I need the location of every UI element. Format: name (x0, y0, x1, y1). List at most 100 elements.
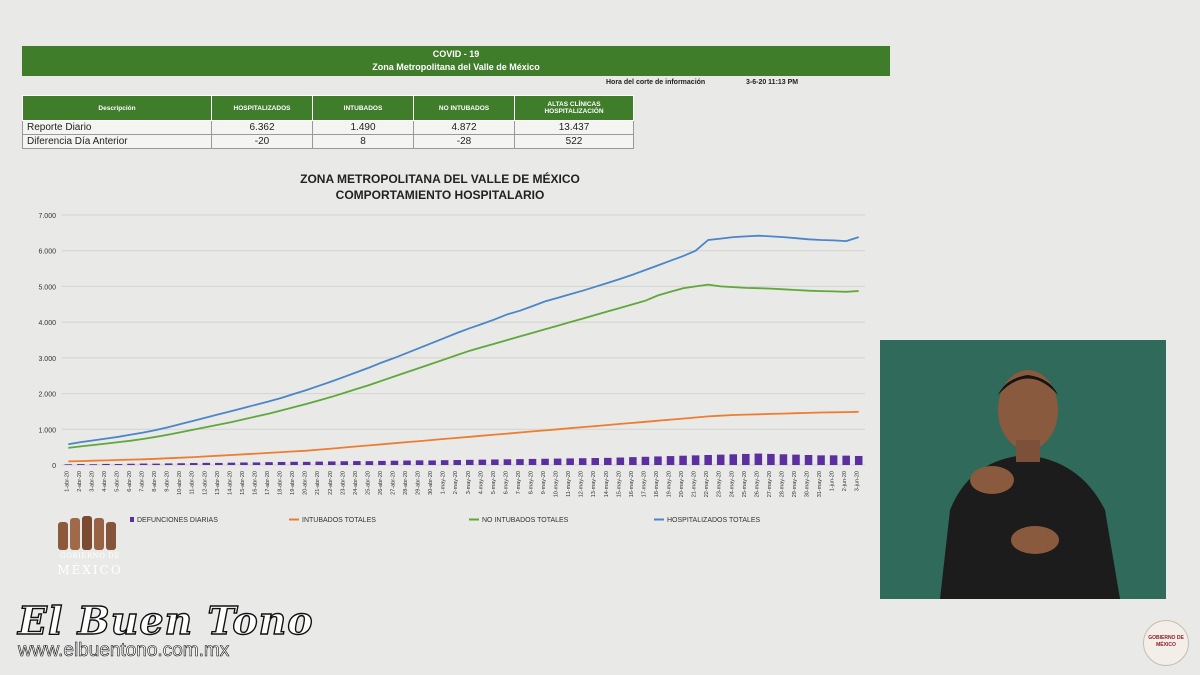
cut-value: 3-6-20 11:13 PM (746, 79, 799, 86)
x-tick-label: 22-may-20 (704, 471, 710, 497)
x-tick-label: 4-may-20 (478, 471, 484, 494)
x-tick-label: 7-abr-20 (140, 471, 146, 492)
y-tick-label: 4.000 (38, 320, 56, 327)
defuncion-bar (641, 456, 650, 465)
defuncion-bar (478, 459, 487, 465)
x-tick-label: 26-may-20 (754, 471, 760, 497)
header-altas: ALTAS CLÍNICAS HOSPITALIZACIÓN (514, 95, 634, 121)
x-tick-label: 30-abr-20 (428, 471, 434, 495)
x-tick-label: 24-abr-20 (353, 471, 359, 495)
x-tick-label: 6-may-20 (503, 471, 509, 494)
x-tick-label: 6-abr-20 (127, 471, 133, 492)
x-tick-label: 3-may-20 (466, 471, 472, 494)
x-tick-label: 2-abr-20 (77, 471, 83, 492)
series-line (68, 410, 859, 463)
defuncion-bar (265, 462, 273, 465)
sign-language-interpreter-video (880, 340, 1166, 599)
defuncion-bar (767, 453, 775, 465)
x-tick-label: 20-may-20 (679, 471, 685, 497)
chart-subtitle: COMPORTAMIENTO HOSPITALARIO (336, 188, 545, 202)
x-tick-label: 28-may-20 (779, 471, 785, 497)
defuncion-bar (127, 463, 135, 465)
defuncion-bar (829, 455, 838, 465)
defuncion-bar (327, 461, 336, 465)
header-no-intubados: NO INTUBADOS (413, 95, 515, 121)
legend-label: HOSPITALIZADOS TOTALES (667, 517, 761, 524)
x-tick-label: 30-may-20 (805, 471, 811, 497)
x-tick-label: 4-abr-20 (102, 471, 108, 492)
y-tick-label: 2.000 (38, 392, 56, 399)
x-tick-label: 20-abr-20 (303, 471, 309, 495)
x-tick-label: 25-may-20 (742, 471, 748, 497)
x-tick-label: 27-may-20 (767, 471, 773, 497)
legend-swatch (130, 517, 134, 522)
gov-logo-line2: MÉXICO (57, 563, 123, 577)
header-descripcion: Descripción (22, 95, 212, 121)
badge-line1: GOBIERNO DE (1148, 635, 1184, 641)
defuncion-bar (290, 461, 298, 465)
defuncion-bar (754, 453, 763, 465)
summary-table: Descripción HOSPITALIZADOS INTUBADOS NO … (22, 95, 634, 149)
x-tick-label: 23-may-20 (717, 471, 723, 497)
x-tick-label: 3-abr-20 (89, 471, 95, 492)
defuncion-bar (365, 461, 374, 465)
legend-label: DEFUNCIONES DIARIAS (137, 517, 218, 524)
x-tick-label: 14-may-20 (604, 471, 610, 497)
x-tick-label: 3-jun-20 (855, 471, 861, 491)
x-tick-label: 14-abr-20 (227, 471, 233, 495)
x-tick-label: 29-may-20 (792, 471, 798, 497)
defuncion-bar (578, 458, 587, 465)
defuncion-bar (854, 455, 863, 465)
row-label: Diferencia Día Anterior (22, 134, 212, 149)
defuncion-bar (390, 460, 399, 465)
x-tick-label: 18-abr-20 (278, 471, 284, 495)
defuncion-bar (842, 455, 850, 465)
cell-value: 8 (312, 134, 414, 149)
defuncion-bar (315, 461, 323, 465)
gobierno-mexico-badge: GOBIERNO DE MÉXICO (1143, 620, 1189, 666)
hospital-behaviour-chart: ZONA METROPOLITANA DEL VALLE DE MÉXICO C… (38, 171, 865, 524)
defuncion-bar (716, 454, 725, 465)
defuncion-bar (215, 462, 223, 465)
defuncion-bar (553, 458, 562, 465)
x-tick-label: 11-abr-20 (190, 471, 196, 494)
x-tick-label: 12-may-20 (579, 471, 585, 497)
defuncion-bar (227, 462, 236, 465)
defuncion-bar (415, 460, 424, 465)
defuncion-bar (240, 462, 248, 465)
x-tick-label: 16-may-20 (629, 471, 635, 497)
x-tick-label: 12-abr-20 (202, 471, 208, 495)
y-tick-label: 3.000 (38, 356, 56, 363)
y-tick-label: 5.000 (38, 284, 56, 291)
y-tick-label: 0 (52, 463, 56, 470)
x-tick-label: 25-abr-20 (365, 471, 371, 495)
x-tick-label: 5-abr-20 (114, 471, 120, 492)
row-label: Reporte Diario (22, 120, 212, 135)
defuncion-bar (378, 460, 386, 465)
defuncion-bar (202, 462, 211, 465)
x-tick-label: 8-abr-20 (152, 471, 158, 492)
defuncion-bar (503, 459, 512, 465)
defuncion-bar (302, 461, 311, 465)
defunciones-bars (64, 453, 863, 465)
defuncion-bar (566, 458, 574, 465)
cut-label: Hora del corte de información (606, 79, 706, 86)
x-tick-label: 23-abr-20 (340, 471, 346, 495)
x-tick-label: 17-may-20 (641, 471, 647, 497)
x-tick-label: 8-may-20 (529, 471, 535, 494)
defuncion-bar (666, 456, 675, 465)
cell-value: 4.872 (413, 120, 515, 135)
x-tick-label: 21-may-20 (692, 471, 698, 497)
chart-lines (68, 234, 859, 463)
x-tick-label: 1-abr-20 (64, 471, 70, 492)
chart-grid: 0 1.000 2.000 3.000 4.000 5.000 6.000 7.000 (38, 213, 865, 470)
x-tick-label: 19-may-20 (667, 471, 673, 497)
x-tick-label: 29-abr-20 (416, 471, 422, 495)
x-axis-ticks: 1-abr-20 2-abr-20 3-abr-20 4-abr-20 5-abr-20… (64, 471, 860, 497)
x-tick-label: 10-may-20 (554, 471, 560, 497)
x-tick-label: 10-abr-20 (177, 471, 183, 495)
defuncion-bar (277, 461, 286, 465)
x-tick-label: 11-may-20 (566, 471, 572, 497)
report-header-banner: COVID - 19 Zona Metropolitana del Valle … (22, 46, 890, 76)
chart-legend: DEFUNCIONES DIARIAS INTUBADOS TOTALES NO I… (130, 517, 761, 524)
